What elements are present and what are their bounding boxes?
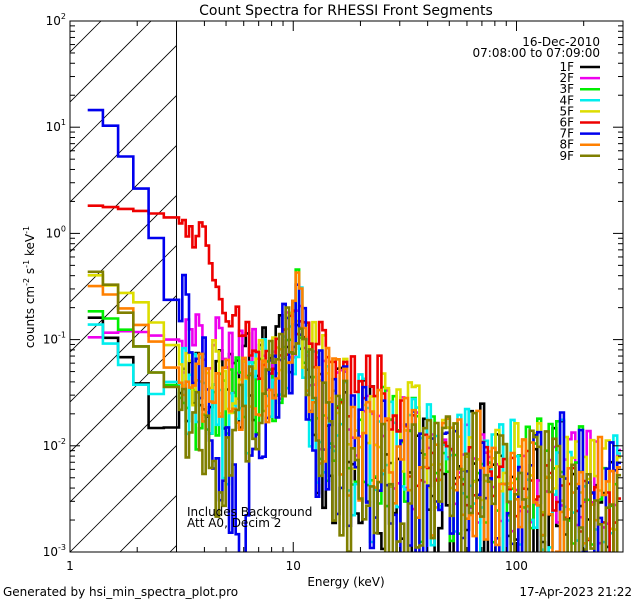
annotation-attenuator: Att A0, Decim 2 — [187, 516, 281, 530]
y-tick-label: 100 — [46, 224, 66, 240]
hatch-line — [70, 394, 177, 503]
date-label: 16-Dec-2010 — [522, 35, 600, 49]
legend-label-9F: 9F — [559, 149, 574, 163]
legend-label-2F: 2F — [559, 71, 574, 85]
hatch-line — [70, 94, 177, 203]
series-line-9F — [87, 270, 621, 552]
legend-label-5F: 5F — [559, 104, 574, 118]
y-axis-label: counts cm-2 s-1 keV-1 — [22, 226, 37, 348]
hatch-line — [70, 194, 177, 303]
time-range-label: 07:08:00 to 07:09:00 — [473, 46, 600, 60]
hatch-line — [70, 244, 177, 353]
y-tick-label: 101 — [46, 118, 66, 134]
y-tick-label: 10-1 — [43, 331, 66, 347]
annotation-background: Includes Background — [187, 505, 312, 519]
legend-label-8F: 8F — [559, 138, 574, 152]
y-tick-label: 102 — [46, 12, 66, 28]
y-tick-label: 10-3 — [43, 543, 66, 559]
x-tick-label: 10 — [286, 559, 301, 573]
hatch-line — [70, 44, 177, 153]
legend-label-6F: 6F — [559, 116, 574, 130]
excluded-region-hatch — [70, 21, 177, 552]
legend-label-4F: 4F — [559, 93, 574, 107]
hatch-line — [70, 21, 152, 103]
generated-by-label: Generated by hsi_min_spectra_plot.pro — [3, 585, 238, 599]
plot-frame — [69, 20, 624, 553]
x-tick-label: 100 — [505, 559, 528, 573]
legend-label-3F: 3F — [559, 82, 574, 96]
hatch-line — [70, 444, 177, 552]
timestamp-label: 17-Apr-2023 21:22 — [519, 585, 632, 599]
series-line-8F — [87, 271, 621, 552]
series-line-6F — [87, 204, 621, 552]
x-tick-label: 1 — [66, 559, 74, 573]
chart-title: Count Spectra for RHESSI Front Segments — [199, 3, 493, 19]
x-axis-label: Energy (keV) — [307, 575, 384, 589]
legend-label-1F: 1F — [559, 60, 574, 74]
y-tick-label: 10-2 — [43, 437, 66, 453]
legend-label-7F: 7F — [559, 127, 574, 141]
